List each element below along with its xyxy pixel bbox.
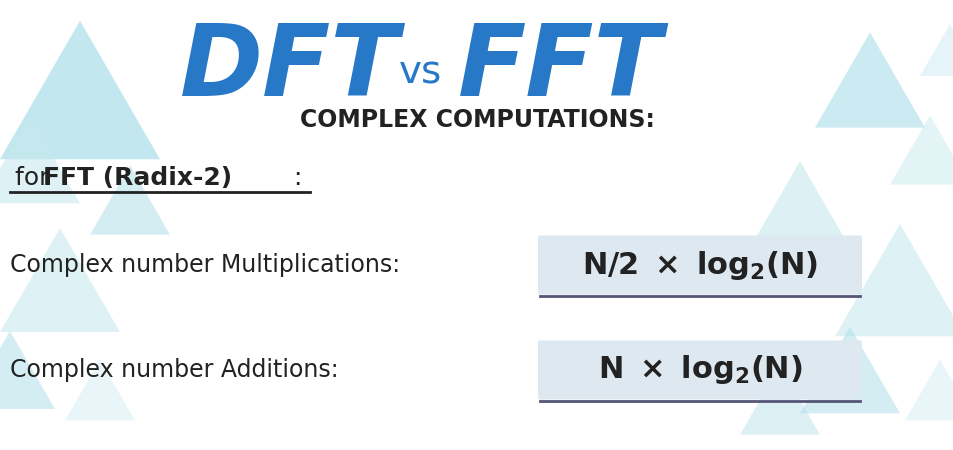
- Text: Complex number Multiplications:: Complex number Multiplications:: [10, 253, 399, 277]
- Text: for: for: [15, 166, 57, 190]
- Polygon shape: [0, 331, 55, 409]
- Polygon shape: [800, 327, 899, 413]
- FancyBboxPatch shape: [537, 341, 862, 400]
- Text: :: :: [293, 166, 301, 190]
- Polygon shape: [754, 161, 844, 239]
- Polygon shape: [0, 21, 160, 159]
- Text: $\mathbf{N/2\ \times\ log_2(N)}$: $\mathbf{N/2\ \times\ log_2(N)}$: [581, 248, 817, 282]
- Polygon shape: [904, 360, 953, 420]
- Polygon shape: [65, 360, 135, 420]
- Text: vs: vs: [398, 53, 441, 91]
- Polygon shape: [90, 165, 170, 234]
- Polygon shape: [814, 32, 924, 128]
- Text: $\mathbf{N\ \times\ log_2(N)}$: $\mathbf{N\ \times\ log_2(N)}$: [597, 354, 801, 387]
- Text: COMPLEX COMPUTATIONS:: COMPLEX COMPUTATIONS:: [299, 108, 654, 132]
- Text: FFT: FFT: [457, 19, 661, 117]
- Polygon shape: [0, 117, 80, 203]
- Polygon shape: [889, 115, 953, 184]
- Polygon shape: [740, 365, 820, 435]
- Polygon shape: [834, 224, 953, 336]
- Polygon shape: [0, 228, 120, 332]
- Text: FFT (Radix-2): FFT (Radix-2): [43, 166, 232, 190]
- Polygon shape: [919, 24, 953, 76]
- Text: Complex number Additions:: Complex number Additions:: [10, 358, 338, 382]
- FancyBboxPatch shape: [537, 235, 862, 294]
- Text: DFT: DFT: [180, 19, 399, 117]
